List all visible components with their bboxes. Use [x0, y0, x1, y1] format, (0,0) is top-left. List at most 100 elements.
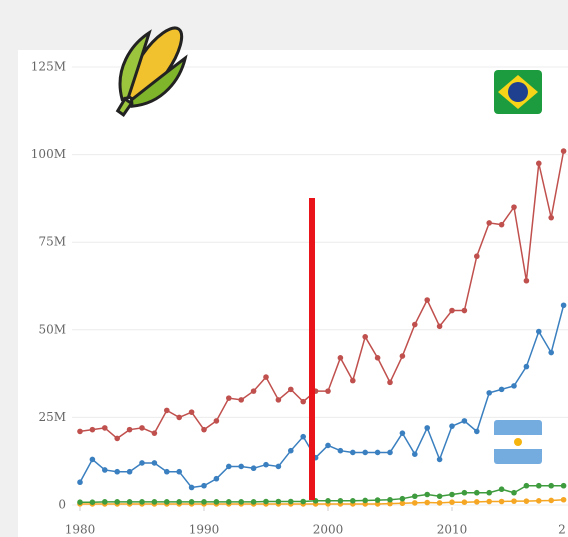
point [524, 483, 530, 489]
point [176, 415, 182, 421]
point [412, 322, 418, 328]
point [387, 497, 393, 503]
plot-panel [18, 50, 568, 537]
point [90, 499, 96, 505]
point [263, 462, 269, 468]
x-tick-label: 2 [558, 523, 566, 537]
point [524, 364, 530, 370]
point [114, 436, 120, 442]
point [276, 499, 282, 505]
point [536, 483, 542, 489]
point [499, 222, 505, 228]
point [164, 469, 170, 475]
point [77, 479, 83, 485]
point [449, 308, 455, 314]
point [486, 499, 492, 505]
point [449, 492, 455, 498]
point [462, 308, 468, 314]
point [300, 399, 306, 405]
point [152, 499, 158, 505]
point [114, 499, 120, 505]
point [548, 498, 554, 504]
point [325, 498, 331, 504]
point [437, 457, 443, 463]
page: 025M50M75M100M125M19801990200020102 (() … [0, 0, 568, 537]
chart: 025M50M75M100M125M19801990200020102 [0, 0, 568, 537]
point [164, 499, 170, 505]
point [486, 220, 492, 226]
x-tick-label: 2000 [313, 523, 344, 537]
point [139, 460, 145, 466]
point [338, 448, 344, 454]
point [201, 483, 207, 489]
point [189, 499, 195, 505]
marker-line [309, 198, 315, 500]
point [201, 427, 207, 433]
point [449, 499, 455, 505]
point [276, 397, 282, 403]
point [375, 497, 381, 503]
point [325, 443, 331, 449]
point [462, 499, 468, 505]
point [350, 498, 356, 504]
point [474, 429, 480, 435]
point [176, 469, 182, 475]
point [214, 476, 220, 482]
point [400, 353, 406, 359]
point [77, 499, 83, 505]
point [362, 334, 368, 340]
point [214, 499, 220, 505]
point [226, 464, 232, 470]
point [437, 500, 443, 506]
point [238, 499, 244, 505]
x-tick-label: 1980 [65, 523, 96, 537]
point [536, 329, 542, 335]
point [499, 486, 505, 492]
point [511, 204, 517, 210]
brazil-flag [494, 70, 542, 114]
point [127, 469, 133, 475]
point [238, 397, 244, 403]
y-tick-label: 25M [38, 410, 66, 424]
point [474, 490, 480, 496]
point [462, 490, 468, 496]
point [474, 253, 480, 259]
point [412, 451, 418, 457]
point [288, 387, 294, 393]
point [548, 215, 554, 221]
point [214, 418, 220, 424]
point [486, 490, 492, 496]
point [152, 460, 158, 466]
point [176, 499, 182, 505]
argentina-flag [494, 420, 542, 464]
point [350, 450, 356, 456]
point [387, 450, 393, 456]
y-tick-label: 75M [38, 235, 66, 249]
point [424, 425, 430, 431]
point [251, 388, 257, 394]
point [102, 499, 108, 505]
y-tick-label: 100M [31, 147, 66, 161]
point [449, 423, 455, 429]
point [511, 490, 517, 496]
point [114, 469, 120, 475]
point [139, 499, 145, 505]
point [524, 278, 530, 284]
point [412, 500, 418, 506]
point [412, 493, 418, 499]
point [548, 350, 554, 356]
point [102, 467, 108, 473]
point [288, 448, 294, 454]
point [561, 148, 567, 154]
point [437, 493, 443, 499]
point [325, 388, 331, 394]
point [548, 483, 554, 489]
point [102, 425, 108, 431]
y-tick-label: 0 [58, 498, 66, 512]
point [424, 297, 430, 303]
point [189, 409, 195, 415]
point [462, 418, 468, 424]
point [152, 430, 158, 436]
point [201, 499, 207, 505]
point [424, 492, 430, 498]
